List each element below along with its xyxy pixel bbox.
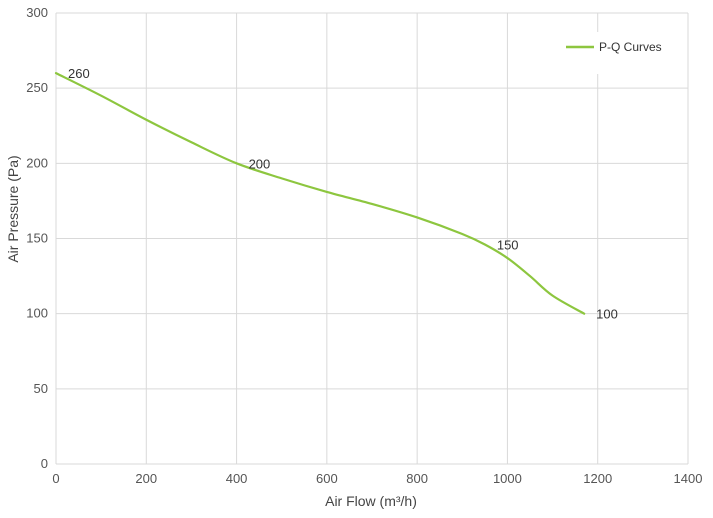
x-tick-label: 400 (226, 471, 248, 486)
pq-series-line (54, 72, 586, 315)
data-label: 200 (249, 156, 271, 171)
x-tick-label: 1400 (674, 471, 703, 486)
data-label: 100 (596, 307, 618, 322)
x-tick-labels: 0 200 400 600 800 1000 1200 1400 (52, 471, 702, 486)
legend-box (558, 32, 686, 74)
x-tick-label: 600 (316, 471, 338, 486)
y-tick-label: 150 (26, 231, 48, 246)
data-label: 150 (497, 238, 519, 253)
y-tick-label: 100 (26, 306, 48, 321)
x-tick-label: 1200 (583, 471, 612, 486)
x-tick-label: 800 (406, 471, 428, 486)
legend: P-Q Curves (558, 32, 686, 74)
y-tick-label: 250 (26, 80, 48, 95)
y-tick-label: 200 (26, 155, 48, 170)
x-tick-label: 0 (52, 471, 59, 486)
x-axis-title: Air Flow (m³/h) (325, 493, 417, 509)
y-axis-title: Air Pressure (Pa) (5, 155, 21, 262)
data-label: 260 (68, 66, 90, 81)
y-tick-label: 50 (34, 381, 48, 396)
data-labels: 260 200 150 100 (68, 66, 618, 322)
y-tick-label: 0 (41, 456, 48, 471)
grid-lines (55, 12, 689, 465)
y-tick-labels: 0 50 100 150 200 250 300 (26, 5, 48, 471)
x-tick-label: 1000 (493, 471, 522, 486)
y-tick-label: 300 (26, 5, 48, 20)
x-tick-label: 200 (135, 471, 157, 486)
series-lines (54, 72, 586, 315)
legend-label: P-Q Curves (599, 40, 662, 54)
